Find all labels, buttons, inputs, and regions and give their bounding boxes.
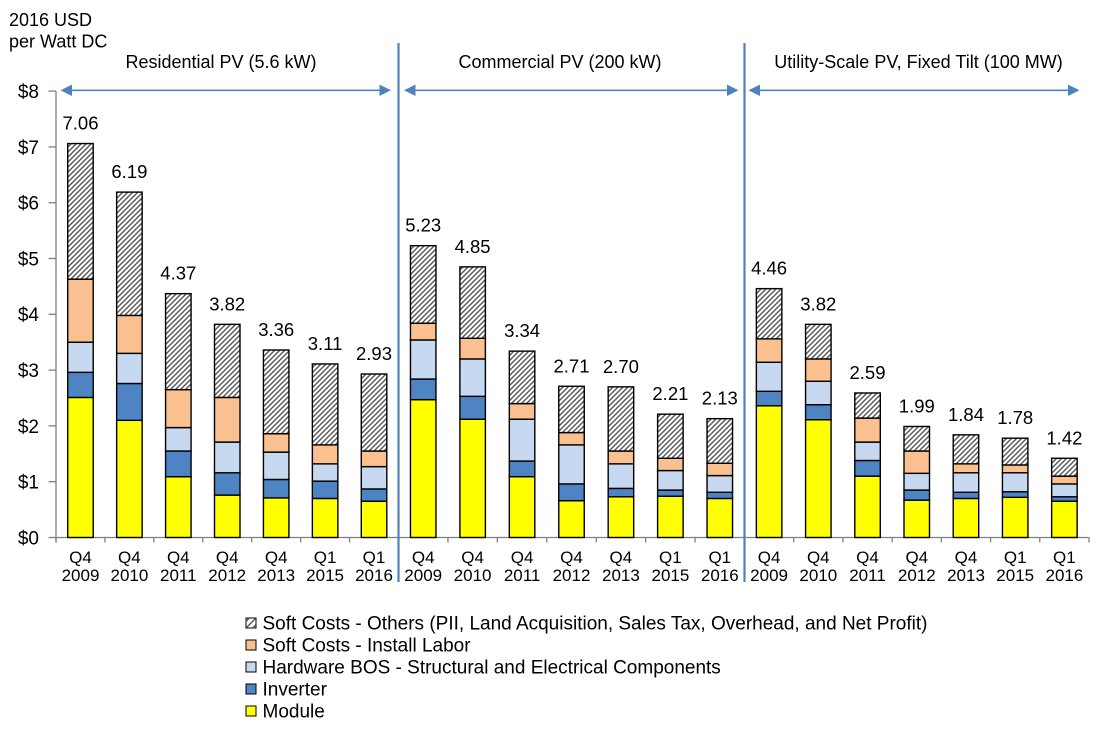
svg-text:Q4: Q4 — [118, 548, 141, 567]
svg-text:Q4: Q4 — [265, 548, 288, 567]
svg-text:Q4: Q4 — [856, 548, 879, 567]
svg-text:Q4: Q4 — [511, 548, 534, 567]
svg-text:$0: $0 — [18, 528, 39, 549]
svg-text:2009: 2009 — [404, 566, 442, 585]
svg-text:$8: $8 — [18, 82, 39, 103]
svg-text:Q4: Q4 — [167, 548, 190, 567]
svg-text:Q4: Q4 — [461, 548, 484, 567]
svg-text:2.13: 2.13 — [702, 388, 738, 409]
svg-text:2011: 2011 — [849, 566, 886, 585]
svg-text:$3: $3 — [18, 361, 39, 382]
svg-text:2012: 2012 — [898, 566, 936, 585]
svg-text:Commercial PV (200 kW): Commercial PV (200 kW) — [458, 52, 661, 72]
svg-text:$5: $5 — [18, 249, 39, 270]
svg-text:Inverter: Inverter — [263, 680, 328, 701]
svg-text:2015: 2015 — [996, 566, 1034, 585]
svg-text:Utility-Scale PV, Fixed Tilt (: Utility-Scale PV, Fixed Tilt (100 MW) — [774, 52, 1062, 72]
svg-text:$4: $4 — [18, 305, 40, 326]
svg-text:Q4: Q4 — [412, 548, 435, 567]
svg-text:Q4: Q4 — [216, 548, 239, 567]
svg-text:Q4: Q4 — [560, 548, 583, 567]
svg-text:2.70: 2.70 — [603, 356, 639, 377]
svg-text:Q4: Q4 — [610, 548, 633, 567]
svg-text:5.23: 5.23 — [405, 215, 441, 236]
svg-text:2016 USD: 2016 USD — [9, 10, 92, 30]
svg-text:Q1: Q1 — [708, 548, 731, 567]
svg-text:2010: 2010 — [110, 566, 148, 585]
svg-text:3.82: 3.82 — [209, 293, 245, 314]
svg-text:4.37: 4.37 — [160, 263, 196, 284]
svg-text:Soft Costs - Install Labor: Soft Costs - Install Labor — [263, 636, 472, 657]
svg-text:Q1: Q1 — [314, 548, 337, 567]
svg-text:$1: $1 — [18, 473, 39, 494]
svg-text:1.99: 1.99 — [899, 396, 935, 417]
svg-text:2016: 2016 — [701, 566, 739, 585]
svg-text:2015: 2015 — [306, 566, 344, 585]
svg-text:2.93: 2.93 — [356, 343, 392, 364]
svg-text:6.19: 6.19 — [111, 161, 147, 182]
svg-text:Residential PV (5.6 kW): Residential PV (5.6 kW) — [125, 52, 316, 72]
svg-text:4.46: 4.46 — [751, 258, 787, 279]
svg-text:1.78: 1.78 — [997, 407, 1033, 428]
svg-text:3.34: 3.34 — [504, 320, 540, 341]
svg-text:per Watt DC: per Watt DC — [9, 32, 107, 52]
svg-text:2016: 2016 — [1045, 566, 1083, 585]
svg-text:2012: 2012 — [553, 566, 591, 585]
svg-text:2.21: 2.21 — [652, 383, 688, 404]
svg-text:2016: 2016 — [355, 566, 393, 585]
svg-text:2013: 2013 — [257, 566, 295, 585]
svg-text:2009: 2009 — [62, 566, 100, 585]
svg-text:Q4: Q4 — [69, 548, 92, 567]
svg-text:2.71: 2.71 — [553, 355, 589, 376]
svg-text:2010: 2010 — [454, 566, 492, 585]
svg-text:Q1: Q1 — [1053, 548, 1076, 567]
svg-text:$2: $2 — [18, 417, 39, 438]
svg-text:Q4: Q4 — [955, 548, 978, 567]
svg-text:$7: $7 — [18, 138, 39, 159]
svg-text:2013: 2013 — [602, 566, 640, 585]
svg-text:2009: 2009 — [750, 566, 788, 585]
svg-text:2011: 2011 — [504, 566, 541, 585]
svg-text:Q1: Q1 — [659, 548, 682, 567]
svg-text:3.82: 3.82 — [800, 293, 836, 314]
svg-text:$6: $6 — [18, 194, 39, 215]
svg-text:Soft Costs - Others (PII, Land: Soft Costs - Others (PII, Land Acquisiti… — [263, 614, 928, 635]
svg-text:Module: Module — [263, 702, 325, 723]
svg-text:Q1: Q1 — [363, 548, 386, 567]
svg-text:2.59: 2.59 — [849, 362, 885, 383]
svg-text:7.06: 7.06 — [62, 113, 98, 134]
svg-text:Hardware BOS - Structural and: Hardware BOS - Structural and Electrical… — [263, 658, 721, 679]
svg-text:Q4: Q4 — [807, 548, 830, 567]
svg-text:2012: 2012 — [208, 566, 246, 585]
svg-text:3.11: 3.11 — [308, 333, 343, 354]
svg-text:2015: 2015 — [651, 566, 689, 585]
svg-text:Q4: Q4 — [758, 548, 781, 567]
svg-text:2010: 2010 — [799, 566, 837, 585]
svg-text:2011: 2011 — [160, 566, 197, 585]
svg-text:3.36: 3.36 — [258, 319, 294, 340]
svg-text:2013: 2013 — [947, 566, 985, 585]
svg-text:1.84: 1.84 — [948, 404, 984, 425]
svg-text:1.42: 1.42 — [1046, 427, 1082, 448]
svg-text:Q1: Q1 — [1004, 548, 1027, 567]
svg-text:4.85: 4.85 — [455, 236, 491, 257]
svg-text:Q4: Q4 — [905, 548, 928, 567]
